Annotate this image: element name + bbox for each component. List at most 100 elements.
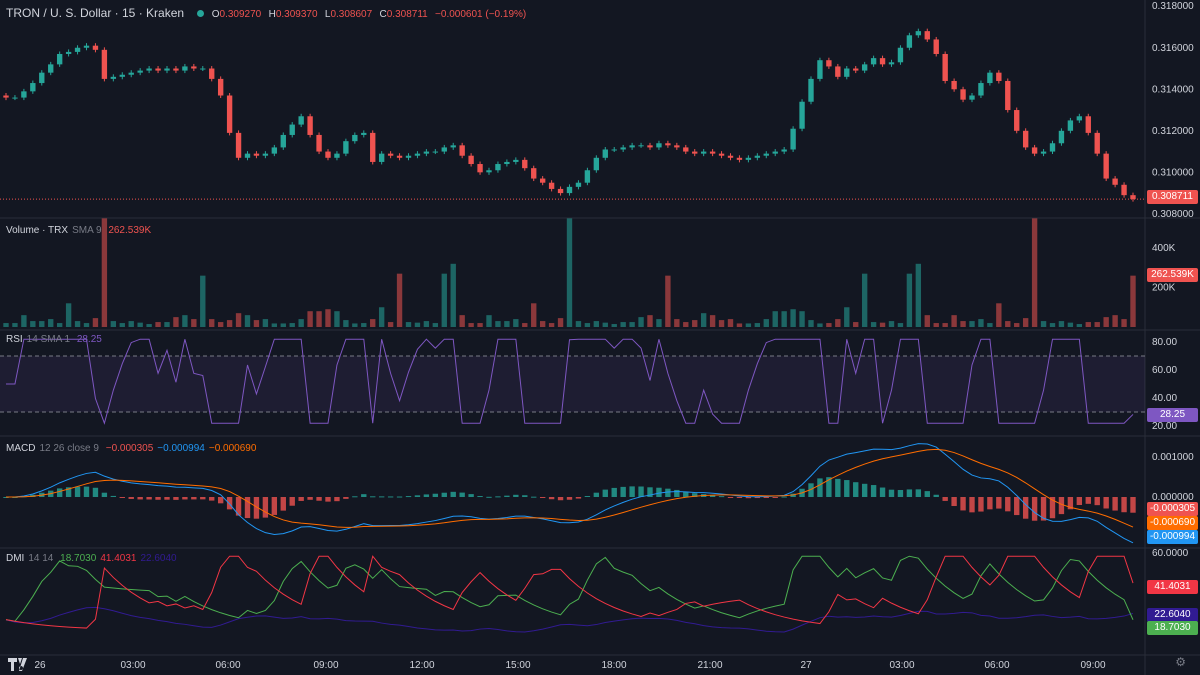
candle-body bbox=[513, 159, 519, 162]
time-axis-label: 26 bbox=[34, 660, 46, 671]
macd-histogram-bar bbox=[674, 489, 680, 497]
candle-body bbox=[235, 132, 242, 158]
volume-bar bbox=[933, 323, 939, 327]
macd-histogram-bar bbox=[665, 488, 671, 497]
candle-body bbox=[3, 95, 9, 98]
macd-histogram-bar bbox=[441, 492, 447, 497]
ohlc-h-value: 0.309370 bbox=[275, 9, 318, 20]
volume-legend-param: SMA 9 bbox=[72, 225, 102, 236]
volume-bar bbox=[879, 322, 886, 327]
volume-bar bbox=[298, 319, 304, 327]
macd-histogram-bar bbox=[942, 497, 948, 501]
volume-bar bbox=[942, 323, 948, 327]
volume-legend[interactable]: Volume · TRX SMA 9 262.539K bbox=[6, 225, 155, 236]
candle-body bbox=[244, 153, 251, 158]
volume-bar bbox=[1049, 323, 1056, 327]
signal-line bbox=[6, 448, 1134, 528]
macd-histogram-bar bbox=[602, 489, 608, 497]
macd-histogram-bar bbox=[56, 488, 63, 497]
candle-body bbox=[495, 164, 501, 171]
dmi-series bbox=[5, 555, 1134, 633]
macd-histogram-bar bbox=[987, 497, 993, 510]
candle-body bbox=[557, 188, 564, 194]
volume-bar bbox=[656, 319, 662, 327]
ohlc-c-value: 0.308711 bbox=[386, 9, 428, 20]
di-plus-line bbox=[5, 555, 1134, 622]
candle-body bbox=[280, 134, 286, 148]
candle-body bbox=[700, 151, 707, 154]
volume-bar bbox=[307, 311, 313, 327]
dmi-legend[interactable]: DMI 14 14 18.7030 41.4031 22.6040 bbox=[6, 553, 181, 564]
macd-histogram-bar bbox=[280, 497, 286, 511]
macd-histogram-bar bbox=[423, 494, 430, 497]
candle-body bbox=[611, 149, 617, 151]
macd-histogram-bar bbox=[378, 496, 385, 498]
candle-body bbox=[772, 151, 778, 154]
macd-histogram-bar bbox=[1005, 497, 1011, 512]
volume-bar bbox=[289, 323, 295, 327]
candle-body bbox=[200, 68, 206, 70]
candle-body bbox=[951, 80, 957, 90]
macd-histogram-bar bbox=[459, 492, 465, 497]
volume-bar bbox=[200, 275, 206, 327]
ohlc-o-label: O bbox=[211, 9, 220, 20]
candle-body bbox=[754, 155, 761, 158]
macd-histogram-bar bbox=[879, 487, 886, 497]
macd-histogram-bar bbox=[182, 497, 188, 500]
candle-body bbox=[414, 153, 421, 156]
macd-histogram-bar bbox=[396, 496, 403, 498]
rsi-line bbox=[0, 338, 1145, 425]
macd-histogram-bar bbox=[316, 497, 322, 501]
candle-body bbox=[1005, 80, 1011, 111]
macd-histogram-bar bbox=[647, 487, 653, 497]
time-axis-label: 06:00 bbox=[984, 660, 1009, 671]
volume-bar bbox=[969, 321, 975, 327]
macd-histogram-bar bbox=[718, 496, 725, 498]
volume-bar bbox=[316, 311, 322, 327]
tradingview-logo-icon[interactable] bbox=[8, 658, 30, 672]
volume-bar bbox=[1112, 315, 1118, 327]
volume-bar bbox=[155, 322, 161, 327]
volume-legend-name: Volume · TRX bbox=[6, 225, 69, 236]
volume-bar bbox=[629, 322, 635, 327]
macd-histogram-bar bbox=[522, 495, 528, 497]
macd-histogram-bar bbox=[539, 497, 546, 498]
volume-bar bbox=[915, 263, 922, 327]
volume-bar bbox=[996, 303, 1002, 327]
volume-bar bbox=[217, 322, 224, 327]
macd-histogram-bar bbox=[137, 497, 143, 500]
macd-histogram-bar bbox=[781, 496, 787, 498]
volume-bar bbox=[361, 323, 367, 327]
volume-axis-label: 400K bbox=[1152, 243, 1176, 254]
volume-bar bbox=[763, 319, 769, 327]
candle-body bbox=[146, 68, 152, 71]
macd-histogram-bar bbox=[1049, 497, 1056, 519]
macd-histogram-bar bbox=[432, 493, 439, 497]
time-axis-label: 03:00 bbox=[120, 660, 145, 671]
volume-bar bbox=[638, 317, 644, 327]
rsi-axis-label: 80.00 bbox=[1152, 337, 1177, 348]
macd-histogram-bar bbox=[1014, 497, 1020, 516]
macd-histogram-bar bbox=[289, 497, 295, 506]
macd-histogram-bar bbox=[1103, 497, 1109, 509]
candle-body bbox=[441, 147, 447, 152]
volume-bar bbox=[423, 321, 430, 327]
volume-bar bbox=[235, 313, 242, 327]
candle-body bbox=[405, 155, 412, 158]
rsi-line bbox=[6, 338, 1134, 425]
volume-bar bbox=[352, 323, 358, 327]
volume-bar bbox=[745, 323, 752, 327]
gear-icon[interactable]: ⚙ bbox=[1175, 655, 1186, 669]
candle-body bbox=[1085, 116, 1091, 133]
macd-histogram-bar bbox=[531, 496, 537, 498]
di-minus-line bbox=[5, 555, 1134, 629]
rsi-legend[interactable]: RSI 14 SMA 1 28.25 bbox=[6, 334, 106, 345]
macd-legend[interactable]: MACD 12 26 close 9 −0.000305 −0.000994 −0.0… bbox=[6, 443, 260, 454]
macd-histogram-bar bbox=[593, 492, 600, 497]
volume-bar bbox=[844, 307, 850, 327]
candle-body bbox=[137, 70, 143, 73]
macd-histogram-bar bbox=[352, 496, 358, 498]
macd-histogram-bar bbox=[271, 497, 278, 515]
candle-body bbox=[665, 143, 671, 146]
